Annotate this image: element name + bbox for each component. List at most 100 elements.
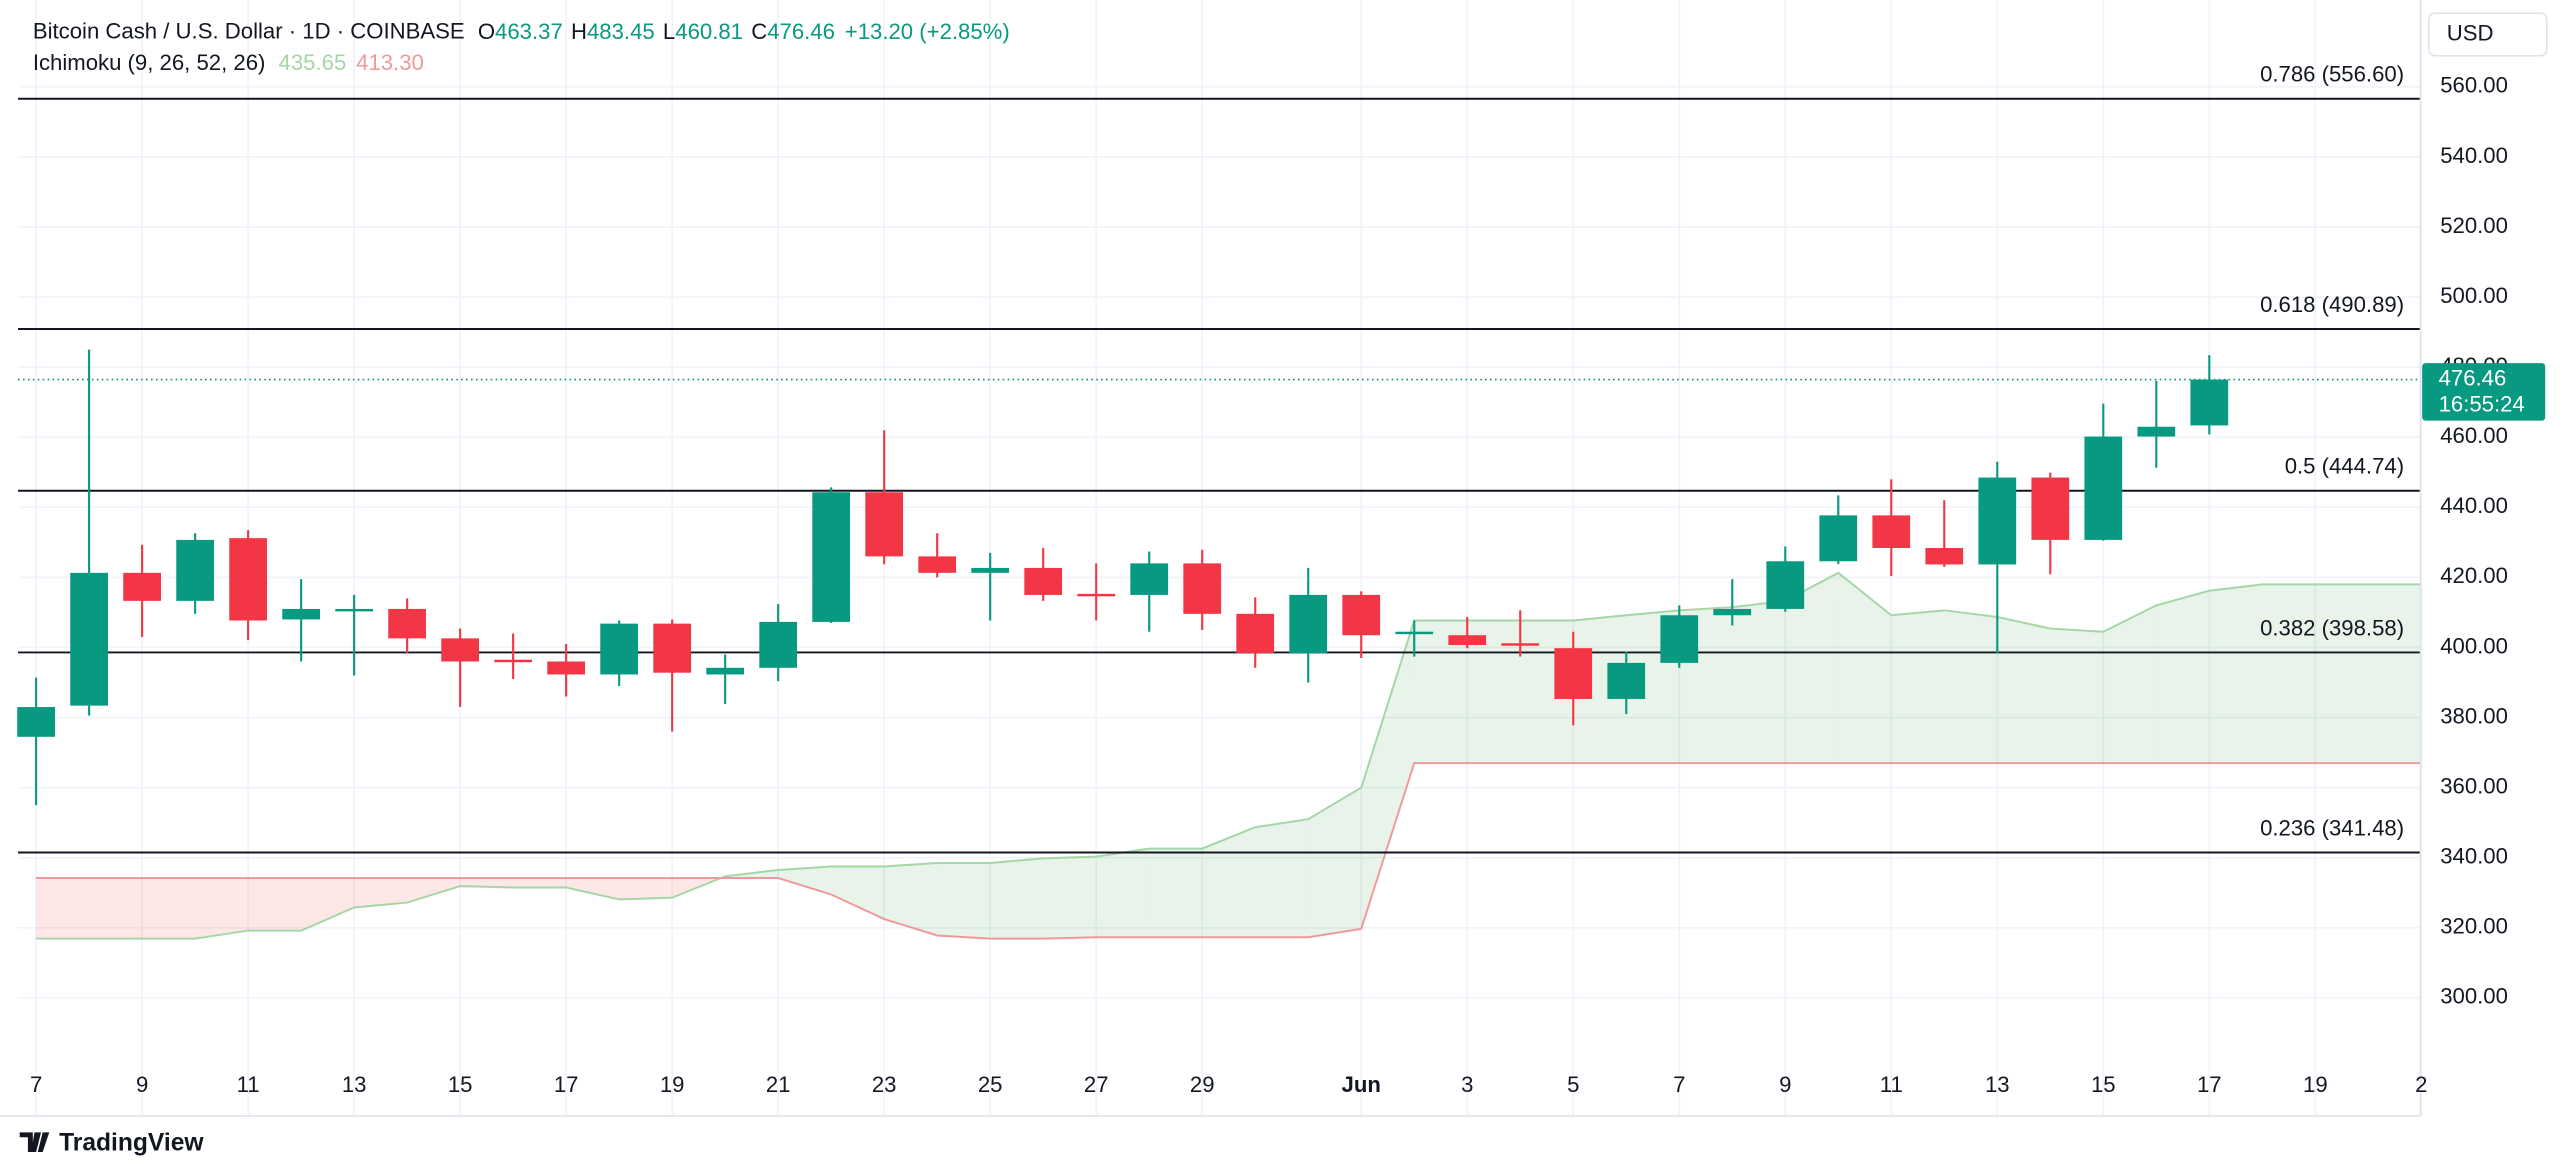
currency-label[interactable]: USD: [2447, 20, 2494, 45]
x-tick-label: 11: [1880, 1072, 1903, 1097]
cloud-fill: [1732, 600, 1786, 764]
cloud-fill: [1096, 848, 1150, 938]
x-tick-label: 23: [872, 1072, 897, 1097]
y-tick-label: 360.00: [2440, 773, 2508, 798]
y-tick-label: 300.00: [2440, 984, 2508, 1009]
cloud-fill: [1255, 819, 1309, 938]
cloud-fill: [778, 866, 832, 895]
candle-body: [2190, 379, 2229, 426]
cloud-fill: [884, 862, 938, 936]
cloud-fill: [2050, 628, 2104, 764]
currency-button[interactable]: [2427, 12, 2548, 57]
candle-body: [1130, 563, 1169, 595]
fib-label: 0.618 (490.89): [2260, 292, 2404, 317]
last-price-tag: [2422, 363, 2546, 421]
x-tick-label: 5: [1567, 1072, 1579, 1097]
cloud-fill: [619, 878, 673, 900]
candle-body: [2084, 436, 2123, 540]
cloud-fill: [831, 866, 885, 920]
candle-body: [918, 556, 957, 573]
y-tick-label: 560.00: [2440, 73, 2508, 98]
cloud-fill: [513, 878, 567, 888]
candle-body: [123, 572, 161, 601]
cloud-fill: [142, 878, 196, 939]
cloud-fill: [1149, 848, 1203, 938]
ichimoku-line: [36, 571, 2422, 940]
brand: TradingView: [19, 1129, 204, 1156]
candle-body: [1448, 635, 1487, 646]
legend-value: O: [478, 19, 495, 44]
cloud-fill: [1891, 610, 1945, 764]
x-tick-label: 19: [2303, 1072, 2328, 1097]
legend-value: L: [663, 19, 675, 44]
y-tick-label: 340.00: [2440, 844, 2508, 869]
cloud-fill: [2156, 590, 2210, 764]
cloud-fill: [2315, 584, 2369, 764]
plot-area: 0.786 (556.60) 0.618 (490.89) 0.5 (444.74)…: [17, 0, 2423, 1116]
y-tick-label: 400.00: [2440, 633, 2508, 658]
cloud-fill: [1838, 572, 1892, 764]
x-tick-label: 25: [978, 1072, 1003, 1097]
brand-name: TradingView: [59, 1129, 204, 1156]
candle-body: [812, 492, 851, 622]
legend-value: 460.81: [675, 19, 743, 44]
candle-body: [1766, 561, 1805, 609]
fib-label: 0.5 (444.74): [2285, 454, 2404, 479]
y-tick-label: 520.00: [2440, 213, 2508, 238]
candle-body: [229, 538, 267, 621]
x-tick-label: 2: [2415, 1072, 2427, 1097]
legend-value: 476.46: [767, 19, 835, 44]
y-tick-label: 440.00: [2440, 493, 2508, 518]
x-tick-label: 7: [1673, 1072, 1685, 1097]
legend-value: C: [751, 19, 767, 44]
candle-body: [1607, 662, 1646, 699]
x-tick-label: 13: [1985, 1072, 2010, 1097]
candle-body: [1501, 643, 1540, 646]
candle-body: [2137, 426, 2176, 437]
legend-value: 483.45: [587, 19, 655, 44]
candle-body: [547, 661, 586, 675]
x-tick-label: 19: [660, 1072, 685, 1097]
cloud-fill: [1043, 856, 1097, 939]
cloud-fill: [2209, 584, 2263, 764]
y-tick-label: 460.00: [2440, 423, 2508, 448]
x-tick-label: 7: [30, 1072, 42, 1097]
x-tick-label: 29: [1190, 1072, 1215, 1097]
cloud-fill: [937, 862, 991, 939]
cloud-fill: [2368, 584, 2422, 764]
cloud-fill: [407, 878, 461, 903]
cloud-fill: [248, 878, 302, 931]
candle-body: [176, 539, 214, 601]
x-tick-label: 21: [766, 1072, 791, 1097]
candle-body: [1660, 615, 1699, 663]
y-tick-label: 420.00: [2440, 563, 2508, 588]
fib-label: 0.786 (556.60): [2260, 62, 2404, 87]
cloud-fill: [1467, 620, 1521, 764]
x-tick-label: 17: [554, 1072, 579, 1097]
x-tick-label: 11: [237, 1072, 260, 1097]
candle-body: [1236, 613, 1275, 654]
candle-body: [1554, 648, 1593, 699]
candle-body: [1713, 608, 1752, 616]
candle-body: [494, 659, 533, 663]
candle-body: [1024, 567, 1063, 595]
legend-value: 413.30: [356, 50, 424, 75]
cloud-fill: [1308, 787, 1362, 938]
cloud-fill: [36, 878, 90, 939]
candle-body: [335, 608, 374, 612]
candle-body: [441, 638, 480, 662]
cloud-fill: [89, 878, 143, 939]
x-tick-label: 17: [2197, 1072, 2222, 1097]
x-tick-label: 15: [2091, 1072, 2116, 1097]
x-tick-label: 3: [1461, 1072, 1473, 1097]
candle-body: [1819, 515, 1858, 562]
cloud-fill: [1997, 616, 2051, 764]
candle-body: [600, 623, 639, 675]
indicator-title: Ichimoku (9, 26, 52, 26) 435.65 413.30: [33, 50, 424, 75]
candle-body: [1872, 515, 1911, 548]
last-price-label: 476.46: [2439, 365, 2507, 390]
cloud-fill: [1785, 572, 1839, 764]
candle-body: [1183, 563, 1222, 614]
